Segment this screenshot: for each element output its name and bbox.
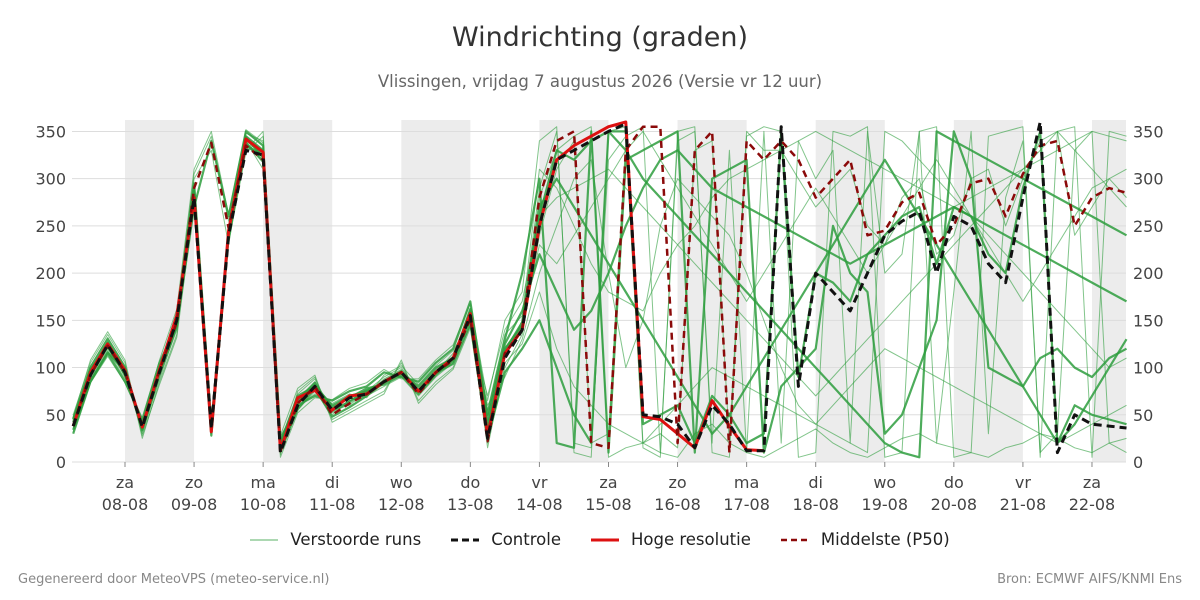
x-tick-day: wo xyxy=(873,473,896,492)
legend-item-high-res: Hoge resolutie xyxy=(590,530,751,549)
x-tick-date: 12-08 xyxy=(378,495,425,514)
x-tick-day: ma xyxy=(734,473,759,492)
y-tick-label-right: 200 xyxy=(1133,264,1164,283)
x-tick-day: do xyxy=(460,473,480,492)
x-tick-date: 08-08 xyxy=(102,495,149,514)
x-tick-day: zo xyxy=(185,473,203,492)
y-axis-ticks: 0 0 50 50 100 100 150 150 200 200 250 250 300 300 350 3… xyxy=(35,122,1163,472)
y-tick-label-right: 100 xyxy=(1133,359,1164,378)
x-tick-day: do xyxy=(944,473,964,492)
x-tick-date: 22-08 xyxy=(1069,495,1116,514)
x-tick-day: di xyxy=(808,473,823,492)
y-tick-label-right: 0 xyxy=(1133,453,1143,472)
y-tick-label-right: 150 xyxy=(1133,311,1164,330)
ensemble-member-line xyxy=(72,130,1127,454)
x-tick-day: di xyxy=(325,473,340,492)
ensemble-member-line xyxy=(72,130,1127,445)
x-tick-date: 21-08 xyxy=(1000,495,1047,514)
y-tick-label-left: 300 xyxy=(35,170,66,189)
y-tick-label-left: 250 xyxy=(35,217,66,236)
x-tick-date: 20-08 xyxy=(931,495,978,514)
legend-label-median: Middelste (P50) xyxy=(820,530,950,549)
x-tick-day: za xyxy=(116,473,134,492)
ensemble-member-line xyxy=(72,132,1127,455)
x-tick-date: 10-08 xyxy=(240,495,287,514)
y-tick-label-left: 100 xyxy=(35,359,66,378)
day-shade-band xyxy=(401,120,471,462)
ensemble-member-line xyxy=(72,130,1127,437)
legend-item-control: Controle xyxy=(451,530,561,549)
x-tick-date: 14-08 xyxy=(516,495,563,514)
x-tick-date: 13-08 xyxy=(447,495,494,514)
chart-subtitle: Vlissingen, vrijdag 7 augustus 2026 (Ver… xyxy=(377,72,823,91)
legend-swatch-high-res xyxy=(590,538,619,541)
x-axis-ticks: za 08-08 zo 09-08 ma 10-08 di 11-08 wo 12-08 do 13-… xyxy=(102,462,1115,514)
x-tick-date: 15-08 xyxy=(585,495,632,514)
x-tick-date: 16-08 xyxy=(654,495,701,514)
y-tick-label-right: 250 xyxy=(1133,217,1164,236)
x-tick-date: 19-08 xyxy=(862,495,909,514)
y-tick-label-left: 0 xyxy=(56,453,66,472)
day-shade-band xyxy=(539,120,609,462)
y-tick-label-right: 300 xyxy=(1133,170,1164,189)
footer-generated-by: Gegenereerd door MeteoVPS (meteo-service… xyxy=(18,572,330,587)
y-tick-label-right: 50 xyxy=(1133,406,1153,425)
main-series-lines xyxy=(71,120,1127,455)
legend-swatch-control xyxy=(451,538,480,541)
day-shade-band xyxy=(815,120,885,462)
x-tick-date: 11-08 xyxy=(309,495,356,514)
x-tick-date: 17-08 xyxy=(723,495,770,514)
x-tick-day: ma xyxy=(250,473,275,492)
legend-label-high-res: Hoge resolutie xyxy=(630,530,751,549)
legend-swatch-ensemble xyxy=(250,539,279,540)
y-tick-label-right: 350 xyxy=(1133,122,1164,141)
x-tick-day: wo xyxy=(390,473,413,492)
legend-item-median: Middelste (P50) xyxy=(780,530,950,549)
legend-label-ensemble: Verstoorde runs xyxy=(290,530,422,549)
legend-label-control: Controle xyxy=(491,530,561,549)
y-tick-label-left: 350 xyxy=(35,122,66,141)
footer-source: Bron: ECMWF AIFS/KNMI Ens xyxy=(997,572,1182,587)
high-res-line xyxy=(71,120,764,453)
x-tick-day: za xyxy=(1083,473,1101,492)
x-tick-date: 09-08 xyxy=(171,495,218,514)
x-tick-day: vr xyxy=(531,473,547,492)
legend-item-ensemble: Verstoorde runs xyxy=(250,530,421,549)
x-tick-date: 18-08 xyxy=(792,495,839,514)
x-tick-day: za xyxy=(599,473,617,492)
ensemble-member-line xyxy=(72,126,1127,458)
x-tick-day: vr xyxy=(1015,473,1031,492)
chart-legend: Verstoorde runs Controle Hoge resolutie … xyxy=(0,530,1200,549)
wind-direction-chart: 0 0 50 50 100 100 150 150 200 200 250 250 300 300 350 3… xyxy=(35,120,1164,514)
chart-title: Windrichting (graden) xyxy=(451,22,749,53)
day-shade-band xyxy=(677,120,747,462)
legend-swatch-median xyxy=(780,538,809,541)
control-line xyxy=(71,120,1127,455)
x-tick-day: zo xyxy=(668,473,686,492)
y-tick-label-left: 150 xyxy=(35,311,66,330)
y-tick-label-left: 200 xyxy=(35,264,66,283)
y-tick-label-left: 50 xyxy=(46,406,66,425)
